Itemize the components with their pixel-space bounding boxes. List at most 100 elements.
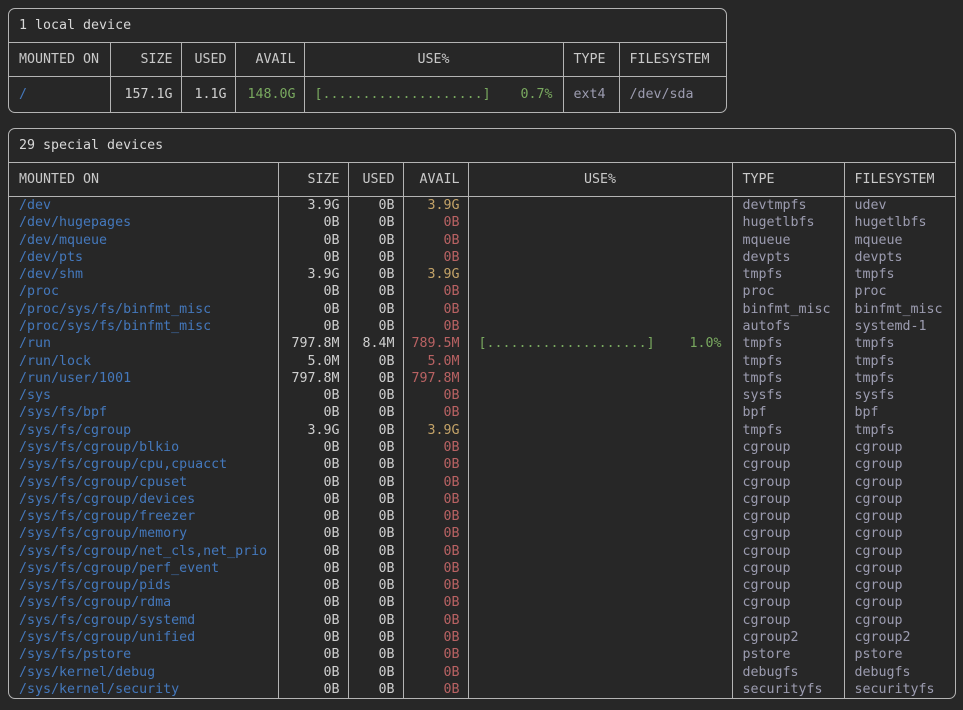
- avail-cell: 0B: [402, 490, 468, 509]
- avail-cell: 0B: [402, 594, 468, 612]
- type-cell: binfmt_misc: [731, 300, 844, 318]
- type-cell: tmpfs: [731, 421, 844, 439]
- column-header-mounted-on: MOUNTED ON: [9, 163, 278, 197]
- type-cell: cgroup2: [731, 629, 844, 647]
- mounted-on-cell: /sys/fs/cgroup/net_cls,net_prio: [19, 543, 268, 559]
- size-cell: 0B: [277, 387, 348, 405]
- type-cell: cgroup: [731, 594, 844, 612]
- mounted-on-cell: /dev: [19, 198, 52, 213]
- avail-cell: 0B: [402, 646, 468, 664]
- table-row: /sys/fs/bpf 0B 0B 0B bpf bpf: [9, 404, 955, 422]
- type-cell: pstore: [731, 646, 844, 664]
- avail-cell: 0B: [402, 473, 468, 491]
- type-cell: tmpfs: [731, 352, 844, 370]
- column-header-mounted-on: MOUNTED ON: [9, 43, 110, 77]
- table-row: /sys/fs/cgroup/blkio 0B 0B 0B cgroup cgroup: [9, 438, 955, 457]
- special-devices-grid: MOUNTED ON SIZE USED AVAIL USE% TYPE FILESYSTE…: [9, 163, 955, 699]
- table-row: /sys/fs/cgroup/pids 0B 0B 0B cgroup cgroup: [9, 577, 955, 595]
- use-bar-cell: [467, 542, 732, 560]
- column-header-filesystem: FILESYSTEM: [843, 163, 955, 197]
- filesystem-cell: cgroup: [843, 473, 955, 491]
- header-row: MOUNTED ON SIZE USED AVAIL USE% TYPE FILESYSTE…: [9, 43, 726, 77]
- used-cell: 0B: [347, 611, 403, 630]
- filesystem-cell: cgroup: [843, 577, 955, 595]
- table-row: /run/lock 5.0M 0B 5.0M tmpfs tmpfs: [9, 352, 955, 370]
- filesystem-cell: cgroup: [843, 525, 955, 543]
- used-cell: 0B: [347, 577, 403, 595]
- mounted-on-cell: /sys/fs/cgroup/blkio: [19, 439, 180, 455]
- table-row: /sys/fs/cgroup/cpu,cpuacct 0B 0B 0B cgroup cg…: [9, 456, 955, 474]
- table-header: MOUNTED ON SIZE USED AVAIL USE% TYPE FILESYSTE…: [9, 43, 726, 77]
- mounted-on-cell: /sys/fs/cgroup/cpu,cpuacct: [19, 457, 228, 473]
- size-cell: 0B: [277, 438, 348, 457]
- use-bar-cell: [467, 352, 732, 370]
- table-row: /dev/shm 3.9G 0B 3.9G tmpfs tmpfs: [9, 266, 955, 284]
- table-row: /sys/fs/cgroup/net_cls,net_prio 0B 0B 0B cgr…: [9, 542, 955, 560]
- column-header-filesystem: FILESYSTEM: [618, 43, 726, 77]
- type-cell: debugfs: [731, 663, 844, 681]
- use-bar-cell: [467, 611, 732, 630]
- used-cell: 0B: [347, 214, 403, 232]
- table-row: / 157.1G 1.1G 148.0G [....................] 0…: [9, 76, 726, 112]
- size-cell: 0B: [277, 577, 348, 595]
- mounted-on-cell: /sys/kernel/debug: [19, 664, 156, 680]
- mounted-on-cell: /dev/mqueue: [19, 232, 108, 248]
- use-bar-cell: [467, 646, 732, 664]
- used-cell: 0B: [347, 369, 403, 388]
- table-row: /sys/fs/cgroup/cpuset 0B 0B 0B cgroup cgroup: [9, 473, 955, 491]
- size-cell: 0B: [277, 404, 348, 422]
- type-cell: autofs: [731, 317, 844, 336]
- filesystem-cell: tmpfs: [843, 335, 955, 353]
- column-header-size: SIZE: [109, 43, 181, 77]
- type-cell: securityfs: [731, 680, 844, 699]
- column-header-used: USED: [347, 163, 403, 197]
- mounted-on-cell: /sys/fs/cgroup/devices: [19, 491, 196, 507]
- table-row: /sys/kernel/security 0B 0B 0B securityfs secu…: [9, 680, 955, 699]
- used-cell: 0B: [347, 248, 403, 267]
- column-header-use-: USE%: [467, 163, 732, 197]
- size-cell: 0B: [277, 231, 348, 249]
- filesystem-cell: cgroup: [843, 594, 955, 612]
- filesystem-cell: tmpfs: [843, 266, 955, 284]
- table-row: /sys/fs/cgroup/systemd 0B 0B 0B cgroup cgroup: [9, 611, 955, 630]
- type-cell: cgroup: [731, 525, 844, 543]
- table-title: 29 special devices: [9, 129, 955, 163]
- size-cell: 0B: [277, 680, 348, 699]
- use-bar-cell: [467, 456, 732, 474]
- table-row: /sys/kernel/debug 0B 0B 0B debugfs debugfs: [9, 663, 955, 681]
- size-cell: 5.0M: [277, 352, 348, 370]
- use-bar-cell: [467, 525, 732, 543]
- avail-cell: 0B: [402, 611, 468, 630]
- column-header-size: SIZE: [277, 163, 348, 197]
- use-bar-cell: [....................] 0.7%: [303, 76, 563, 112]
- used-cell: 0B: [347, 404, 403, 422]
- size-cell: 0B: [277, 490, 348, 509]
- used-cell: 0B: [347, 456, 403, 474]
- table-row: /proc 0B 0B 0B proc proc: [9, 283, 955, 301]
- use-bar-cell: [467, 508, 732, 526]
- local-devices-grid: MOUNTED ON SIZE USED AVAIL USE% TYPE FILESYSTE…: [9, 43, 726, 112]
- table-row: /sys/fs/cgroup/perf_event 0B 0B 0B cgroup cgr…: [9, 559, 955, 578]
- size-cell: 0B: [277, 542, 348, 560]
- used-cell: 0B: [347, 266, 403, 284]
- avail-cell: 0B: [402, 231, 468, 249]
- column-header-avail: AVAIL: [234, 43, 304, 77]
- column-header-use-: USE%: [303, 43, 563, 77]
- size-cell: 157.1G: [109, 76, 181, 112]
- used-cell: 0B: [347, 525, 403, 543]
- filesystem-cell: cgroup2: [843, 629, 955, 647]
- avail-cell: 789.5M: [402, 335, 468, 353]
- used-cell: 0B: [347, 629, 403, 647]
- column-header-avail: AVAIL: [402, 163, 468, 197]
- filesystem-cell: securityfs: [843, 680, 955, 699]
- local-devices-table: 1 local device MOUNTED ON SIZE USED AVAIL US…: [8, 8, 727, 113]
- used-cell: 0B: [347, 473, 403, 491]
- avail-cell: 0B: [402, 559, 468, 578]
- use-bar-cell: [467, 577, 732, 595]
- table-header: MOUNTED ON SIZE USED AVAIL USE% TYPE FILESYSTE…: [9, 163, 955, 197]
- avail-cell: 0B: [402, 248, 468, 267]
- type-cell: mqueue: [731, 231, 844, 249]
- type-cell: cgroup: [731, 456, 844, 474]
- used-cell: 0B: [347, 594, 403, 612]
- table-row: /proc/sys/fs/binfmt_misc 0B 0B 0B binfmt_mis…: [9, 300, 955, 318]
